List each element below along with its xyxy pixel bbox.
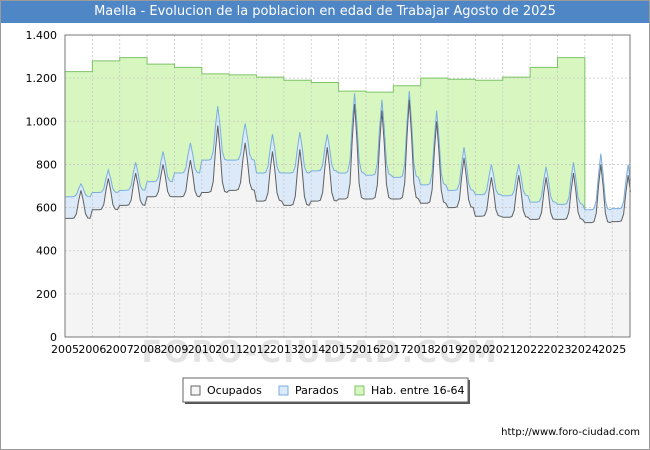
x-tick-label: 2014 (297, 343, 325, 356)
plot-border (64, 34, 631, 338)
chart-title: Maella - Evolucion de la poblacion en ed… (1, 1, 649, 23)
legend-swatch (278, 385, 289, 396)
x-tick-label: 2008 (133, 343, 161, 356)
legend-swatch (354, 385, 365, 396)
x-tick-label: 2021 (489, 343, 517, 356)
y-tick-label: 600 (36, 202, 57, 215)
x-tick-label: 2010 (188, 343, 216, 356)
y-tick-label: 400 (36, 245, 57, 258)
y-tick-label: 800 (36, 158, 57, 171)
x-tick-label: 2022 (516, 343, 544, 356)
x-tick-label: 2020 (461, 343, 489, 356)
watermark: FORO-CIUDAD.COM (142, 335, 499, 370)
hab-line (65, 57, 586, 210)
y-tick-label: 1.000 (26, 115, 58, 128)
x-tick-label: 2016 (352, 343, 380, 356)
x-tick-label: 2006 (78, 343, 106, 356)
x-tick-label: 2024 (571, 343, 599, 356)
x-tick-label: 2005 (51, 343, 79, 356)
x-tick-label: 2009 (160, 343, 188, 356)
x-tick-label: 2007 (106, 343, 134, 356)
parados-line (64, 91, 631, 211)
y-tick-label: 200 (36, 288, 57, 301)
y-tick-label: 1.200 (26, 72, 58, 85)
legend-label: Ocupados (207, 384, 262, 397)
source-url[interactable]: http://www.foro-ciudad.com (501, 427, 640, 438)
legend-box (182, 377, 469, 403)
x-tick-label: 2015 (325, 343, 353, 356)
x-tick-label: 2023 (543, 343, 571, 356)
legend-label: Parados (295, 384, 339, 397)
x-tick-label: 2019 (434, 343, 462, 356)
x-tick-label: 2017 (379, 343, 407, 356)
x-tick-label: 2018 (407, 343, 435, 356)
legend-swatch (190, 385, 201, 396)
x-tick-label: 2013 (270, 343, 298, 356)
ocupados-area (65, 99, 631, 337)
y-tick-label: 0 (50, 331, 57, 344)
x-tick-label: 2011 (215, 343, 243, 356)
legend-label: Hab. entre 16-64 (371, 384, 465, 397)
legend: Ocupados Parados Hab. entre 16-64 (182, 377, 470, 404)
x-tick-label: 2012 (243, 343, 271, 356)
plot-area: 0 200 400 600 800 1.000 1.200 1.400 2005 2006 2007… (26, 29, 631, 356)
y-tick-label: 1.400 (26, 29, 58, 42)
x-tick-label: 2025 (598, 343, 626, 356)
ocupados-line (65, 99, 631, 224)
hab-area (65, 57, 585, 210)
